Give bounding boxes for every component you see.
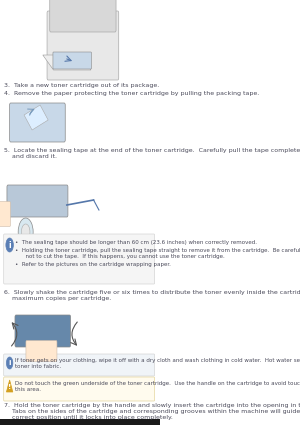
Polygon shape — [43, 55, 91, 70]
Text: 6.  Slowly shake the cartridge five or six times to distribute the toner evenly : 6. Slowly shake the cartridge five or si… — [4, 290, 300, 301]
Circle shape — [18, 218, 33, 246]
Text: 4.  Remove the paper protecting the toner cartridge by pulling the packing tape.: 4. Remove the paper protecting the toner… — [4, 91, 260, 96]
Circle shape — [6, 357, 13, 369]
FancyBboxPatch shape — [50, 0, 116, 32]
FancyBboxPatch shape — [15, 315, 70, 347]
Text: 5.  Locate the sealing tape at the end of the toner cartridge.  Carefully pull t: 5. Locate the sealing tape at the end of… — [4, 148, 300, 159]
Text: •  Holding the toner cartridge, pull the sealing tape straight to remove it from: • Holding the toner cartridge, pull the … — [15, 248, 300, 259]
Text: i: i — [8, 360, 11, 366]
Circle shape — [6, 238, 14, 252]
FancyBboxPatch shape — [4, 377, 154, 401]
Circle shape — [21, 224, 30, 240]
FancyBboxPatch shape — [10, 103, 65, 142]
Text: !: ! — [8, 384, 11, 390]
FancyBboxPatch shape — [4, 354, 154, 376]
FancyBboxPatch shape — [4, 234, 154, 284]
FancyBboxPatch shape — [47, 11, 119, 80]
Text: •  The sealing tape should be longer than 60 cm (23.6 inches) when correctly rem: • The sealing tape should be longer than… — [15, 240, 257, 245]
FancyBboxPatch shape — [53, 52, 92, 69]
Text: If toner gets on your clothing, wipe it off with a dry cloth and wash clothing i: If toner gets on your clothing, wipe it … — [15, 358, 300, 369]
Text: i: i — [8, 241, 11, 249]
Text: Do not touch the green underside of the toner cartridge.  Use the handle on the : Do not touch the green underside of the … — [15, 381, 300, 392]
FancyBboxPatch shape — [26, 340, 57, 362]
Text: •  Refer to the pictures on the cartridge wrapping paper.: • Refer to the pictures on the cartridge… — [15, 262, 171, 267]
Text: 3.  Take a new toner cartridge out of its package.: 3. Take a new toner cartridge out of its… — [4, 83, 160, 88]
Bar — [0, 419, 160, 425]
FancyBboxPatch shape — [7, 185, 68, 217]
Text: 7.  Hold the toner cartridge by the handle and slowly insert the cartridge into : 7. Hold the toner cartridge by the handl… — [4, 403, 300, 419]
Polygon shape — [24, 105, 48, 130]
FancyBboxPatch shape — [0, 201, 11, 227]
Polygon shape — [6, 380, 13, 392]
